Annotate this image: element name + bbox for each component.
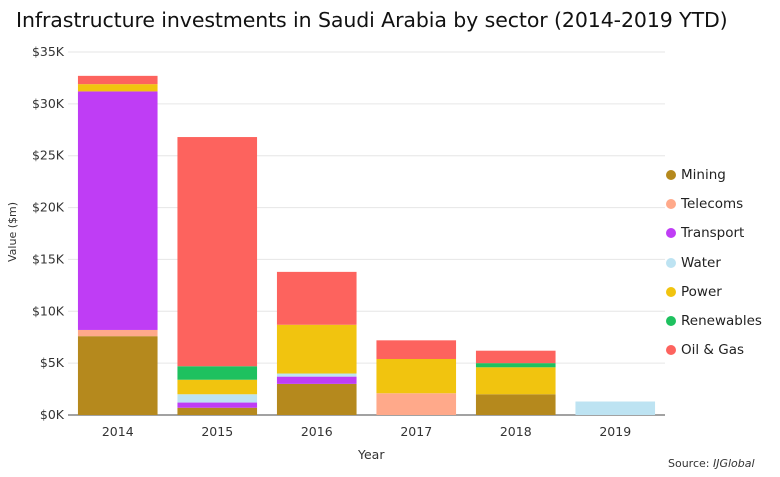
legend-swatch bbox=[666, 198, 676, 209]
chart-title: Infrastructure investments in Saudi Arab… bbox=[16, 8, 728, 32]
legend-swatch bbox=[666, 286, 676, 297]
source-note: Source: IJGlobal bbox=[668, 457, 755, 470]
legend-label: Telecoms bbox=[681, 195, 744, 212]
legend-label: Oil & Gas bbox=[681, 342, 745, 359]
y-tick-label: $15K bbox=[32, 251, 65, 266]
bar-power-2018 bbox=[475, 367, 556, 395]
y-tick-label: $25K bbox=[32, 148, 65, 163]
legend-swatch bbox=[666, 345, 676, 356]
bar-mining-2016 bbox=[276, 383, 357, 415]
y-tick-label: $30K bbox=[32, 96, 65, 111]
legend-label: Power bbox=[681, 283, 722, 300]
x-tick-label: 2018 bbox=[500, 424, 532, 439]
bar-oil-gas-2016 bbox=[276, 271, 357, 325]
y-tick-label: $20K bbox=[32, 200, 65, 215]
bar-power-2016 bbox=[276, 324, 357, 374]
y-tick-label: $0K bbox=[40, 407, 65, 422]
legend-label: Renewables bbox=[681, 313, 762, 330]
bar-oil-gas-2018 bbox=[475, 350, 556, 364]
y-tick-label: $35K bbox=[32, 44, 65, 59]
bar-water-2015 bbox=[177, 394, 258, 403]
bar-water-2019 bbox=[575, 401, 656, 415]
legend-item: Mining bbox=[666, 160, 762, 189]
legend-label: Transport bbox=[681, 225, 745, 242]
x-tick-label: 2017 bbox=[400, 424, 432, 439]
x-tick-label: 2014 bbox=[102, 424, 134, 439]
y-tick-label: $5K bbox=[40, 355, 65, 370]
bar-transport-2016 bbox=[276, 376, 357, 384]
bar-oil-gas-2014 bbox=[77, 75, 158, 85]
x-tick-label: 2016 bbox=[301, 424, 333, 439]
x-axis-label: Year bbox=[358, 447, 385, 462]
bar-transport-2014 bbox=[77, 91, 158, 330]
bar-power-2015 bbox=[177, 379, 258, 395]
legend: Mining Telecoms Transport Water Power Renewab… bbox=[666, 160, 762, 365]
y-axis-label: Value ($m) bbox=[6, 201, 19, 262]
legend-swatch bbox=[666, 257, 676, 268]
legend-label: Mining bbox=[681, 166, 726, 183]
legend-item: Transport bbox=[666, 219, 762, 248]
legend-label: Water bbox=[681, 254, 721, 271]
legend-item: Water bbox=[666, 248, 762, 277]
source-label: Source: bbox=[668, 457, 713, 470]
legend-swatch bbox=[666, 169, 676, 180]
bar-transport-2015 bbox=[177, 402, 258, 408]
bar-telecoms-2017 bbox=[376, 393, 457, 415]
legend-item: Power bbox=[666, 277, 762, 306]
bar-telecoms-2014 bbox=[77, 329, 158, 337]
bar-oil-gas-2017 bbox=[376, 340, 457, 359]
bar-mining-2018 bbox=[475, 394, 556, 415]
bar-mining-2014 bbox=[77, 336, 158, 415]
legend-item: Telecoms bbox=[666, 189, 762, 218]
x-tick-label: 2015 bbox=[201, 424, 233, 439]
y-tick-label: $10K bbox=[32, 303, 65, 318]
source-name: IJGlobal bbox=[712, 457, 755, 470]
bar-water-2016 bbox=[276, 373, 357, 377]
legend-swatch bbox=[666, 228, 676, 239]
bar-renewables-2018 bbox=[475, 363, 556, 368]
bar-mining-2015 bbox=[177, 407, 258, 415]
bar-renewables-2015 bbox=[177, 366, 258, 380]
bar-oil-gas-2015 bbox=[177, 137, 258, 367]
bar-power-2017 bbox=[376, 358, 457, 394]
legend-item: Oil & Gas bbox=[666, 336, 762, 365]
x-tick-label: 2019 bbox=[599, 424, 631, 439]
legend-swatch bbox=[666, 316, 676, 327]
bar-power-2014 bbox=[77, 84, 158, 92]
legend-item: Renewables bbox=[666, 306, 762, 335]
